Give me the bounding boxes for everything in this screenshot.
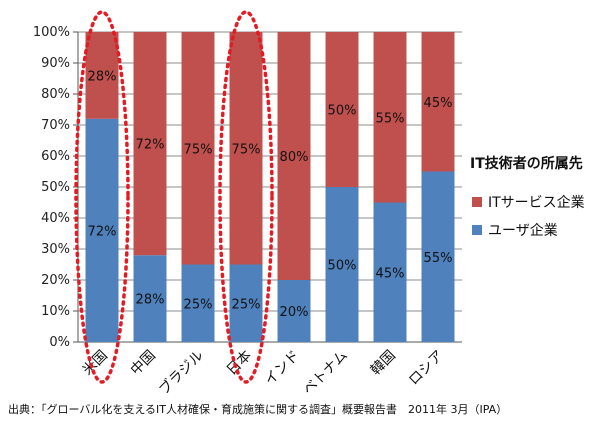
y-tick-label: 10% bbox=[41, 304, 70, 319]
legend-swatch bbox=[472, 197, 482, 207]
bar-user bbox=[373, 202, 407, 342]
y-tick-label: 70% bbox=[41, 118, 70, 133]
data-label-it-service: 55% bbox=[376, 111, 405, 126]
y-tick-label: 40% bbox=[41, 211, 70, 226]
data-label-it-service: 75% bbox=[184, 142, 213, 157]
bar-user bbox=[421, 171, 455, 342]
bar-it-service bbox=[181, 32, 215, 265]
category-label: 中国 bbox=[128, 348, 159, 379]
bar-it-service bbox=[229, 32, 263, 265]
category-label: ベトナム bbox=[300, 348, 351, 399]
highlight-ovals bbox=[74, 10, 274, 384]
bar-user bbox=[229, 264, 263, 342]
bar-it-service bbox=[373, 32, 407, 203]
legend-title: IT技術者の所属先 bbox=[470, 155, 583, 172]
bar-it-service bbox=[85, 32, 119, 119]
category-label: 韓国 bbox=[368, 348, 399, 379]
data-label-it-service: 50% bbox=[328, 104, 357, 119]
category-label: インド bbox=[262, 348, 303, 389]
data-label-user: 28% bbox=[136, 293, 165, 308]
highlight-oval bbox=[218, 10, 274, 384]
bar-user bbox=[181, 264, 215, 342]
bar-it-service bbox=[421, 32, 455, 172]
data-label-it-service: 75% bbox=[232, 142, 261, 157]
legend-label: ユーザ企業 bbox=[488, 222, 558, 239]
data-label-user: 45% bbox=[376, 266, 405, 281]
y-tick-label: 20% bbox=[41, 273, 70, 288]
highlight-oval bbox=[74, 10, 130, 384]
data-label-it-service: 72% bbox=[136, 138, 165, 153]
bar-user bbox=[85, 118, 119, 342]
data-label-user: 50% bbox=[328, 259, 357, 274]
y-tick-label: 0% bbox=[49, 335, 70, 350]
data-label-user: 20% bbox=[280, 305, 309, 320]
data-labels: 72% 28% 28% 72% 25% 75% 25% 75% 20% 80% 50% 50% 45% 5… bbox=[88, 69, 453, 320]
data-label-user: 25% bbox=[232, 297, 261, 312]
data-label-user: 55% bbox=[424, 251, 453, 266]
legend-swatch bbox=[472, 225, 482, 235]
y-tick-label: 100% bbox=[33, 25, 70, 40]
data-label-user: 25% bbox=[184, 297, 213, 312]
data-label-it-service: 80% bbox=[280, 150, 309, 165]
category-label: ブラジル bbox=[155, 347, 206, 398]
data-label-it-service: 45% bbox=[424, 96, 453, 111]
bar-user bbox=[133, 255, 167, 342]
y-tick-label: 80% bbox=[41, 87, 70, 102]
data-label-user: 72% bbox=[88, 224, 117, 239]
y-tick-label: 50% bbox=[41, 180, 70, 195]
bar-it-service bbox=[133, 32, 167, 256]
legend-label: ITサービス企業 bbox=[488, 194, 585, 211]
y-tick-label: 90% bbox=[41, 56, 70, 71]
y-tick-label: 30% bbox=[41, 242, 70, 257]
bar-user bbox=[325, 187, 359, 342]
bar-user bbox=[277, 280, 311, 342]
data-label-it-service: 28% bbox=[88, 69, 117, 84]
category-label: ロシア bbox=[406, 348, 447, 389]
bars bbox=[85, 32, 455, 342]
bar-it-service bbox=[277, 32, 311, 280]
y-tick-label: 60% bbox=[41, 149, 70, 164]
source-note: 出典：「グローバル化を支えるIT人材確保・育成施策に関する調査」概要報告書 20… bbox=[8, 402, 507, 416]
bar-it-service bbox=[325, 32, 359, 187]
